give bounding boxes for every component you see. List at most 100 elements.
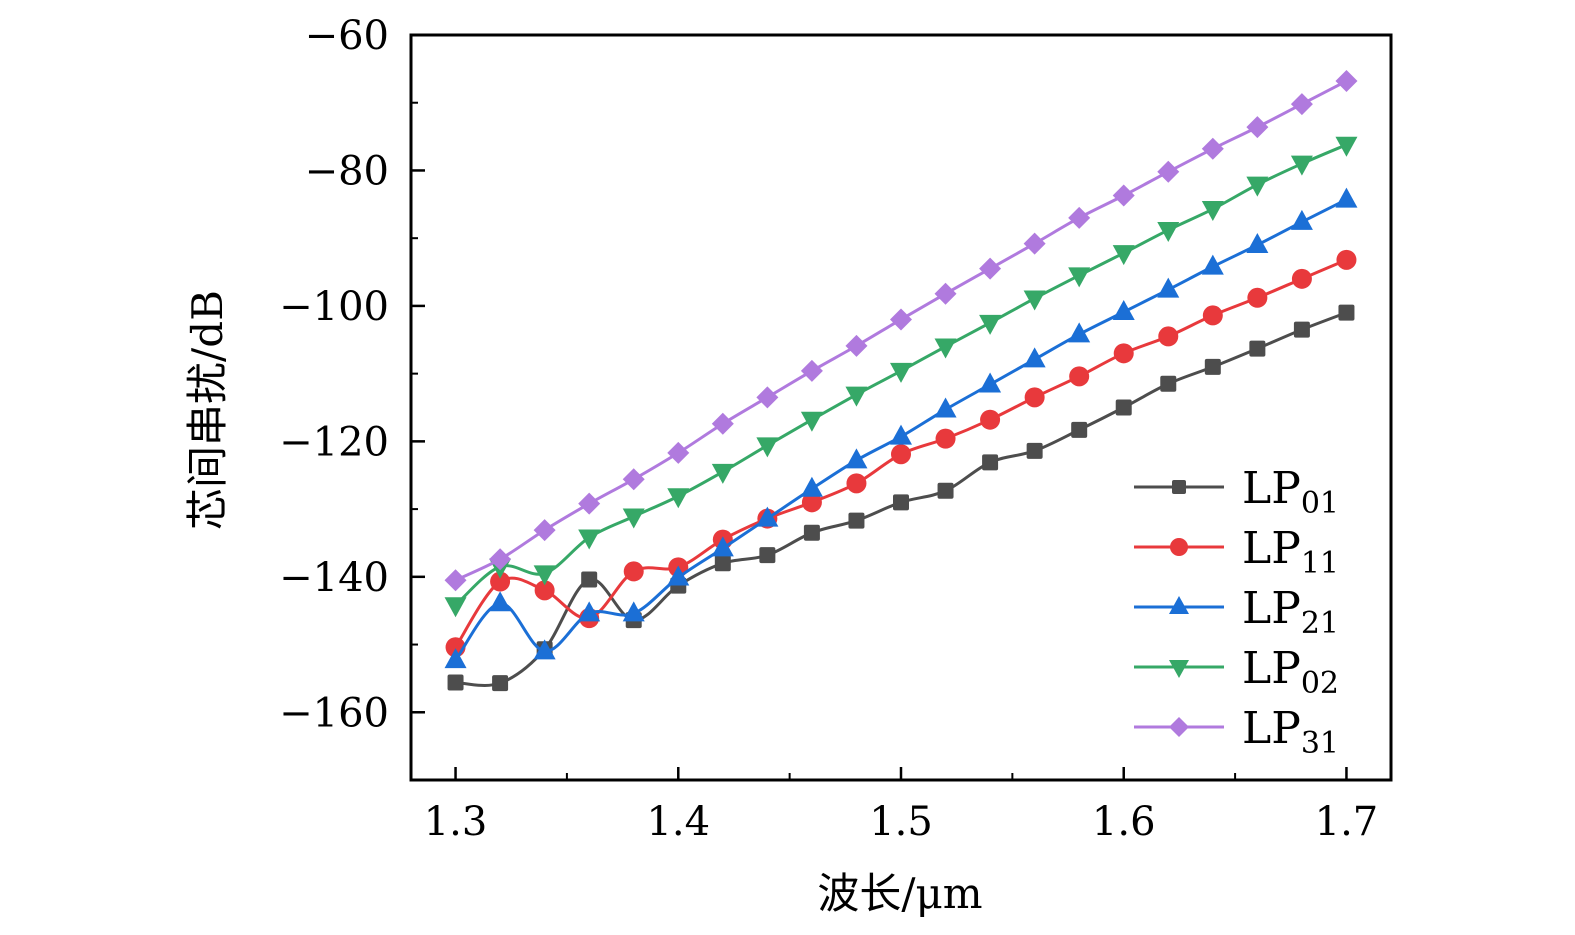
data-point-lp01	[848, 512, 865, 529]
data-point-lp31	[756, 386, 779, 409]
data-point-lp01	[1071, 421, 1088, 438]
data-point-lp11	[1113, 343, 1134, 364]
data-point-lp01	[581, 571, 598, 588]
data-point-lp01	[937, 482, 954, 499]
data-point-lp11	[980, 409, 1001, 430]
data-point-lp11	[623, 561, 644, 582]
data-point-lp11	[1158, 326, 1179, 347]
y-tick-label: −160	[279, 690, 389, 736]
series-lp21	[444, 187, 1358, 669]
data-point-lp01	[1204, 358, 1221, 375]
data-point-lp01	[1338, 304, 1355, 321]
legend-item-lp31: LP31	[1134, 703, 1339, 761]
data-point-lp01	[982, 454, 999, 471]
data-point-lp02	[622, 508, 645, 529]
data-point-lp01	[759, 547, 776, 564]
data-point-lp11	[490, 571, 511, 592]
data-point-lp31	[578, 492, 601, 515]
data-point-lp21	[845, 448, 868, 469]
data-point-lp31	[667, 441, 690, 464]
data-point-lp31	[1335, 70, 1358, 93]
data-point-lp31	[1246, 116, 1269, 139]
data-point-lp02	[1023, 290, 1046, 311]
data-point-lp21	[979, 372, 1002, 393]
legend-item-lp21: LP21	[1134, 583, 1339, 641]
legend-label: LP11	[1242, 523, 1339, 581]
data-point-lp02	[1290, 155, 1313, 176]
data-point-lp31	[1068, 206, 1091, 229]
legend-marker	[1169, 596, 1189, 614]
legend-label: LP21	[1242, 583, 1339, 641]
data-point-lp02	[756, 437, 779, 458]
data-point-lp31	[1157, 160, 1180, 183]
legend-item-lp11: LP11	[1134, 523, 1339, 581]
data-point-lp01	[1293, 321, 1310, 338]
data-point-lp31	[1112, 184, 1135, 207]
data-point-lp11	[534, 580, 555, 601]
data-point-lp02	[1068, 267, 1091, 288]
x-tick-label: 1.3	[424, 799, 488, 845]
legend-item-lp02: LP02	[1134, 643, 1339, 701]
data-point-lp21	[444, 648, 467, 669]
data-point-lp01	[1115, 399, 1132, 416]
data-point-lp21	[533, 639, 556, 660]
data-point-lp02	[845, 386, 868, 407]
data-point-lp31	[1290, 93, 1313, 116]
data-point-lp02	[444, 597, 467, 618]
data-point-lp01	[447, 674, 464, 691]
data-point-lp11	[1336, 249, 1357, 270]
y-tick-label: −80	[305, 148, 389, 194]
legend-label: LP02	[1242, 643, 1339, 701]
data-point-lp01	[714, 555, 731, 572]
data-point-lp11	[935, 428, 956, 449]
data-point-lp31	[711, 412, 734, 435]
data-point-lp21	[890, 424, 912, 445]
data-point-lp21	[578, 601, 601, 622]
legend-label: LP01	[1242, 463, 1339, 521]
data-point-lp21	[934, 397, 957, 418]
data-point-lp21	[1023, 347, 1046, 368]
data-point-lp31	[890, 308, 912, 331]
series-layer	[444, 70, 1358, 692]
data-point-lp21	[1068, 322, 1091, 343]
legend-label: LP31	[1242, 703, 1339, 761]
y-tick-label: −60	[305, 13, 389, 59]
data-point-lp01	[1249, 340, 1266, 357]
x-tick-label: 1.5	[869, 799, 933, 845]
x-axis-title: 波长/μm	[817, 869, 982, 918]
legend-marker	[1172, 480, 1186, 494]
data-point-lp02	[1335, 136, 1358, 157]
legend-marker	[1169, 717, 1189, 737]
data-point-lp01	[1026, 442, 1043, 459]
data-point-lp02	[1157, 222, 1180, 243]
series-lp02	[444, 136, 1358, 618]
data-point-lp31	[934, 282, 957, 305]
data-point-lp01	[803, 524, 820, 541]
data-point-lp11	[1247, 287, 1268, 308]
data-point-lp02	[533, 565, 556, 586]
data-point-lp21	[711, 536, 734, 557]
data-point-lp02	[711, 463, 734, 484]
data-point-lp11	[1024, 387, 1045, 408]
data-point-lp02	[1246, 176, 1269, 197]
data-point-lp31	[489, 548, 512, 571]
data-point-lp11	[846, 473, 867, 494]
data-point-lp02	[1112, 245, 1135, 266]
data-point-lp31	[444, 569, 467, 592]
y-tick-label: −120	[279, 419, 389, 465]
data-point-lp31	[533, 519, 556, 542]
data-point-lp21	[800, 476, 823, 497]
data-point-lp21	[1335, 187, 1358, 208]
series-lp01	[447, 304, 1355, 692]
y-tick-label: −100	[279, 284, 389, 330]
axes-layer: 1.3 1.4 1.5 1.6 1.7 −60 −80 −100 −120 −140 −160	[279, 13, 1393, 845]
data-point-lp21	[1201, 254, 1224, 275]
series-lp31	[444, 70, 1358, 592]
data-point-lp21	[489, 591, 512, 612]
legend-marker	[1170, 538, 1188, 556]
data-point-lp21	[1157, 277, 1180, 298]
data-point-lp11	[891, 444, 911, 465]
y-tick-label: −140	[279, 555, 389, 601]
